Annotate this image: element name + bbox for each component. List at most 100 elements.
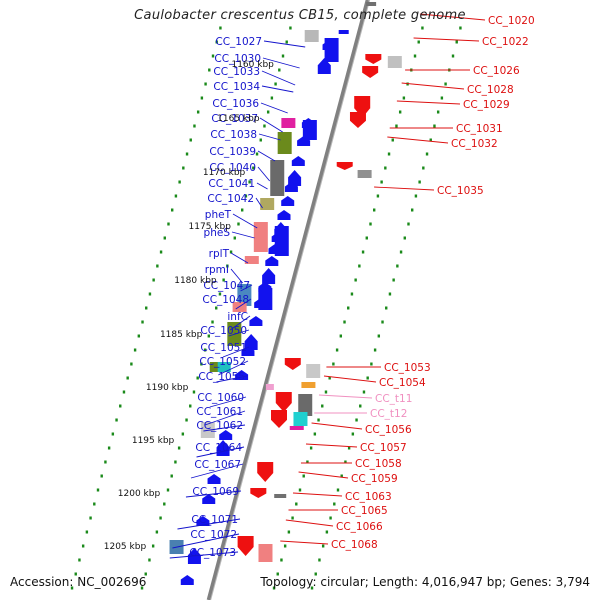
guide-dot bbox=[373, 348, 377, 352]
minus-strand-block bbox=[258, 288, 273, 310]
guide-dot bbox=[418, 180, 421, 184]
guide-dot bbox=[211, 54, 215, 58]
kbp-marker: 1205 kbp bbox=[104, 542, 147, 552]
guide-dot bbox=[291, 516, 294, 520]
gene-block bbox=[366, 2, 377, 6]
guide-dot bbox=[354, 278, 357, 282]
gene-block bbox=[274, 494, 287, 498]
leader-line bbox=[218, 360, 249, 376]
minus-strand-arrow bbox=[265, 256, 279, 266]
guide-dot bbox=[377, 334, 381, 338]
leader-line bbox=[203, 424, 246, 432]
gene-label-rplt: rplT bbox=[209, 248, 230, 260]
leader-line bbox=[228, 329, 250, 337]
gene-label-cc_1036: CC_1036 bbox=[212, 98, 259, 110]
gene-label-cc_1039: CC_1039 bbox=[209, 146, 256, 158]
guide-dot bbox=[392, 278, 395, 282]
gene-label-cc_1057: CC_1057 bbox=[360, 442, 407, 454]
leader-line bbox=[259, 117, 283, 133]
guide-dot bbox=[333, 502, 336, 506]
guide-dot bbox=[310, 586, 314, 590]
guide-dot bbox=[119, 404, 122, 408]
kbp-marker: 1180 kbp bbox=[174, 276, 217, 286]
guide-dot bbox=[248, 180, 251, 184]
gene-label-cc_1047: CC_1047 bbox=[203, 280, 250, 292]
guide-dot bbox=[451, 54, 455, 58]
leader-line bbox=[257, 166, 271, 182]
guide-dot bbox=[361, 250, 365, 254]
guide-dot bbox=[89, 516, 92, 520]
gene-block bbox=[301, 382, 316, 388]
plus-strand-arrow bbox=[271, 410, 287, 428]
guide-dot bbox=[233, 236, 236, 240]
leader-line bbox=[305, 443, 358, 448]
guide-dot bbox=[376, 194, 380, 198]
guide-dot bbox=[185, 418, 188, 422]
guide-dot bbox=[407, 222, 410, 226]
gene-block bbox=[306, 364, 321, 378]
guide-dot bbox=[399, 250, 403, 254]
gene-label-cc_1059: CC_1059 bbox=[351, 473, 398, 485]
gene-label-cc_1071: CC_1071 bbox=[191, 514, 238, 526]
leader-line bbox=[231, 231, 255, 239]
gene-label-cc_1063: CC_1063 bbox=[345, 491, 392, 503]
leader-line bbox=[177, 518, 241, 530]
gene-block bbox=[281, 118, 296, 128]
guide-dot bbox=[340, 474, 343, 478]
gene-label-cc_1034: CC_1034 bbox=[213, 81, 260, 93]
guide-dot bbox=[229, 250, 233, 254]
guide-dot bbox=[343, 320, 346, 324]
gene-block bbox=[244, 256, 259, 264]
gene-label-cc_1038: CC_1038 bbox=[210, 129, 257, 141]
gene-label-cc_1068: CC_1068 bbox=[331, 539, 378, 551]
leader-line bbox=[396, 100, 461, 105]
gene-label-cc_1050: CC_1050 bbox=[200, 325, 247, 337]
plus-strand-arrow bbox=[336, 162, 353, 170]
guide-dot bbox=[429, 138, 432, 142]
gene-block bbox=[237, 284, 252, 306]
guide-dot bbox=[171, 208, 174, 212]
gene-block bbox=[265, 384, 274, 390]
guide-dot bbox=[148, 292, 152, 296]
plus-strand-arrow bbox=[349, 112, 366, 128]
guide-dot bbox=[85, 530, 89, 534]
kbp-marker: 1165 kbp bbox=[217, 114, 260, 124]
leader-line bbox=[222, 346, 250, 358]
guide-dot bbox=[332, 362, 335, 366]
guide-dot bbox=[411, 208, 414, 212]
guide-dot bbox=[335, 348, 339, 352]
minus-strand-arrow bbox=[207, 474, 221, 484]
guide-dot bbox=[215, 306, 218, 310]
guide-dot bbox=[328, 376, 331, 380]
guide-dot bbox=[144, 572, 147, 576]
guide-dot bbox=[436, 110, 440, 114]
gene-block bbox=[357, 170, 372, 178]
guide-dot bbox=[211, 320, 214, 324]
leader-line bbox=[230, 268, 244, 284]
guide-dot bbox=[402, 96, 406, 100]
guide-dot bbox=[391, 138, 394, 142]
guide-dot bbox=[140, 586, 144, 590]
gene-label-cc_1037: CC_1037 bbox=[211, 113, 258, 125]
leader-line bbox=[318, 394, 373, 399]
guide-dot bbox=[263, 124, 266, 128]
guide-dot bbox=[122, 390, 126, 394]
guide-dot bbox=[145, 306, 148, 310]
guide-dot bbox=[302, 474, 305, 478]
guide-dot bbox=[388, 292, 392, 296]
guide-dot bbox=[130, 362, 133, 366]
backbone-highlight bbox=[210, 0, 371, 600]
genome-title: Caulobacter crescentus CB15, complete ge… bbox=[134, 8, 466, 23]
guide-dot bbox=[321, 544, 325, 548]
gene-block bbox=[216, 362, 231, 372]
guide-dot bbox=[133, 348, 137, 352]
guide-dot bbox=[170, 474, 173, 478]
guide-dot bbox=[422, 166, 425, 170]
leader-line bbox=[292, 492, 343, 497]
kbp-marker: 1170 kbp bbox=[203, 168, 246, 178]
gene-label-cc_1041: CC_1041 bbox=[208, 178, 255, 190]
minus-strand-arrow bbox=[249, 316, 263, 326]
guide-dot bbox=[381, 320, 384, 324]
